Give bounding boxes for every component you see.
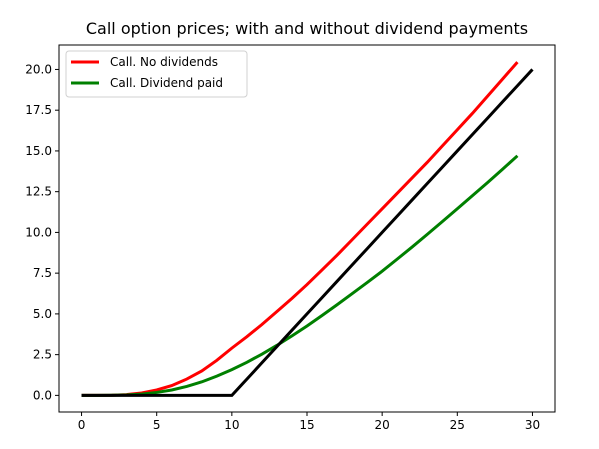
line-series [81, 61, 519, 397]
line-series [81, 154, 519, 397]
x-tick-label: 15 [299, 418, 314, 432]
y-tick-label: 7.5 [33, 266, 52, 280]
y-tick-label: 2.5 [33, 348, 52, 362]
x-tick-label: 10 [224, 418, 239, 432]
x-tick-label: 5 [153, 418, 161, 432]
legend-label: Call. Dividend paid [110, 76, 223, 90]
y-tick-label: 17.5 [25, 103, 52, 117]
y-tick-label: 0.0 [33, 388, 52, 402]
line-series [81, 68, 534, 397]
y-tick-label: 20.0 [25, 62, 52, 76]
chart-title: Call option prices; with and without div… [86, 19, 528, 38]
y-tick-label: 5.0 [33, 307, 52, 321]
plot-frame [58, 44, 556, 413]
x-tick-label: 25 [450, 418, 465, 432]
x-tick-label: 20 [375, 418, 390, 432]
y-tick-label: 12.5 [25, 185, 52, 199]
x-tick-label: 30 [525, 418, 540, 432]
legend: Call. No dividends Call. Dividend paid [65, 50, 248, 98]
legend-label: Call. No dividends [110, 55, 218, 69]
x-tick-label: 0 [78, 418, 86, 432]
legend-box [65, 50, 248, 98]
y-tick-label: 15.0 [25, 144, 52, 158]
y-tick-label: 10.0 [25, 225, 52, 239]
